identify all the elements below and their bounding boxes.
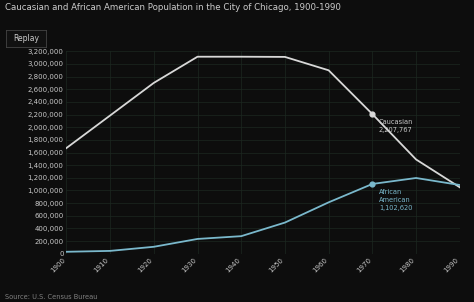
Point [369, 112, 376, 117]
Text: Replay: Replay [13, 34, 39, 43]
Text: African
American
1,102,620: African American 1,102,620 [379, 189, 412, 211]
Point [369, 182, 376, 186]
Text: Source: U.S. Census Bureau: Source: U.S. Census Bureau [5, 294, 97, 300]
Text: Caucasian and African American Population in the City of Chicago, 1900-1990: Caucasian and African American Populatio… [5, 3, 341, 12]
Text: Caucasian
2,207,767: Caucasian 2,207,767 [379, 119, 413, 133]
